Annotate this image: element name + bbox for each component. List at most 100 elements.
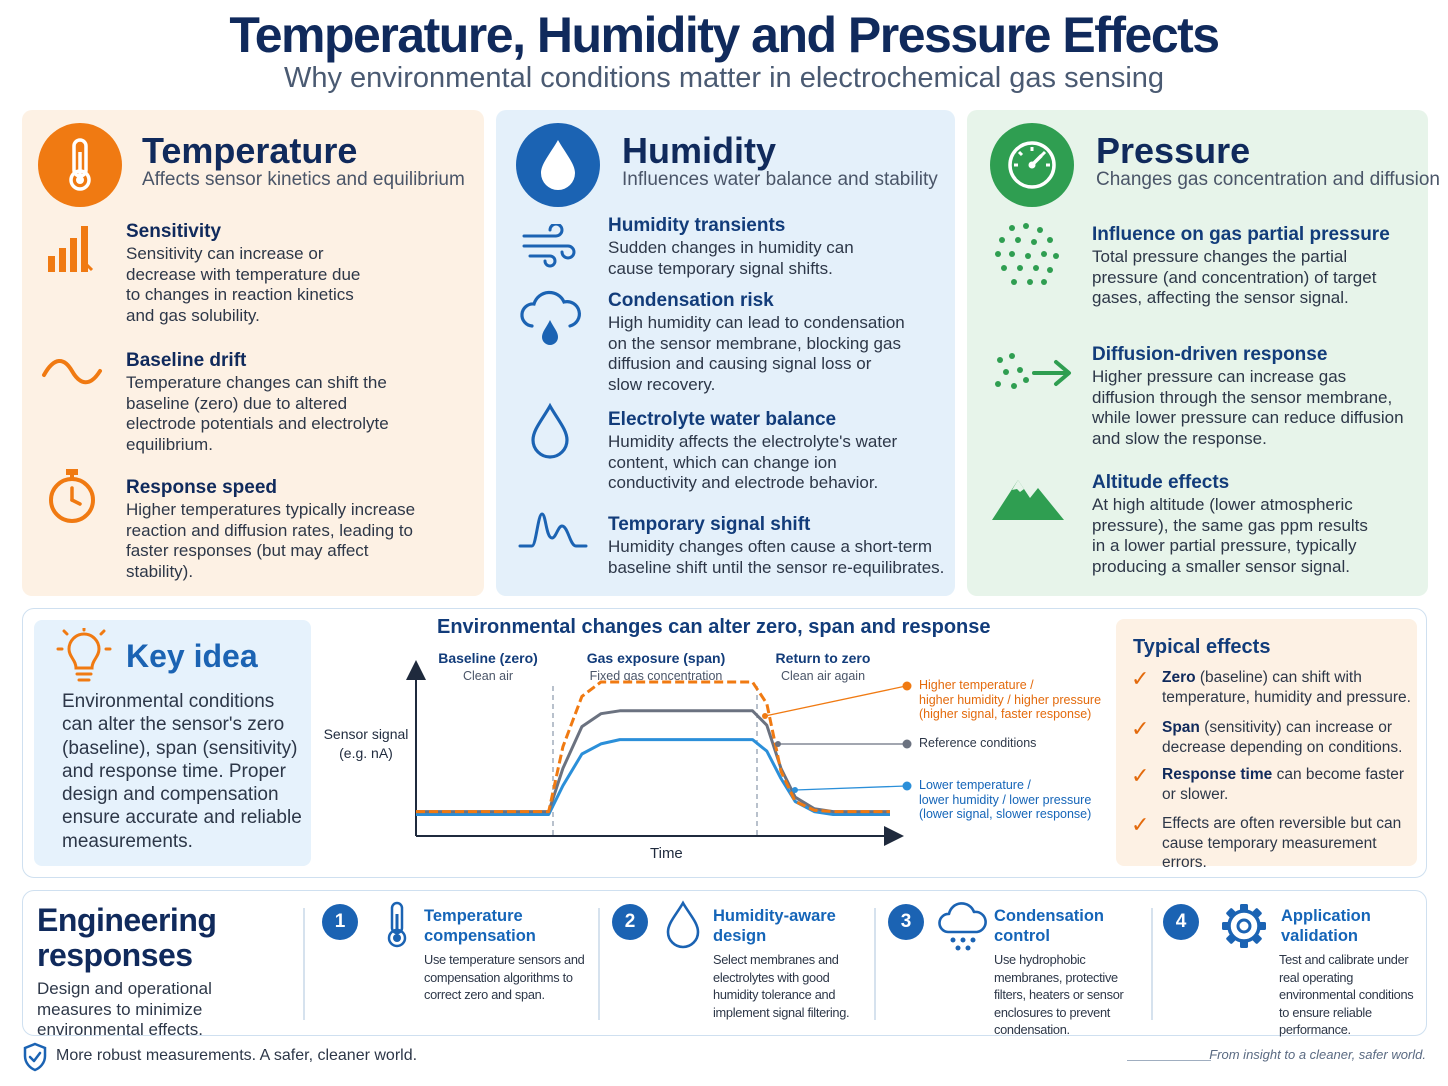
legend-leader [764,685,907,717]
legend-entry: Reference conditions [919,736,1037,750]
key-idea-box [34,620,311,866]
cloud-rain-icon [937,900,987,954]
phase-exposure-subtitle: Fixed gas concentration [589,669,723,683]
typical-effect-item: Zero (baseline) can shift with temperatu… [1162,669,1411,706]
humidity-subtitle: Influences water balance and stability [622,169,938,190]
check-icon: ✓ [1131,716,1150,741]
baseline-drift-title: Baseline drift [126,350,247,371]
chart-title: Environmental changes can alter zero, sp… [437,616,991,638]
water-drop-icon [516,123,600,207]
typical-effect-item: Span (sensitivity) can increase or decre… [1162,719,1403,756]
divider [598,908,600,1020]
series-line [416,738,890,816]
key-idea-body: Environmental conditions can alter the s… [62,691,302,852]
temperature-subtitle: Affects sensor kinetics and equilibrium [142,169,465,190]
gauge-icon [990,123,1074,207]
diffusion-response-body: Higher pressure can increase gas diffusi… [1092,367,1404,448]
divider [303,908,305,1020]
footer-tagline: More robust measurements. A safer, clean… [56,1047,418,1064]
legend-leader [794,785,907,791]
drop-outline-icon [526,402,574,462]
diffusion-arrow-icon [992,350,1074,396]
baseline-drift-body: Temperature changes can shift the baseli… [126,373,389,454]
lightbulb-icon [56,628,112,686]
divider [1151,908,1153,1020]
wind-icon [520,224,578,270]
step-2-body: Select membranes and electrolytes with g… [713,952,850,1020]
phase-baseline-subtitle: Clean air [462,669,514,683]
legend-anchor [792,787,798,793]
humidity-title: Humidity [622,130,777,171]
temporary-shift-body: Humidity changes often cause a short-ter… [608,537,945,577]
typical-effects-box [1116,619,1417,866]
diffusion-response-title: Diffusion-driven response [1092,344,1328,365]
footer-divider [1127,1060,1211,1061]
step-number-3: 3 [888,904,924,940]
legend-entry: Lower temperature / lower humidity / lowe… [919,778,1092,821]
temperature-title: Temperature [142,130,358,171]
legend-anchor [775,741,781,747]
gear-icon [1219,901,1269,951]
phase-return-title: Return to zero [775,650,871,666]
series-line [416,680,890,814]
step-number-4: 4 [1163,904,1199,940]
thermometer-icon [380,900,414,950]
wave-icon [40,355,104,389]
legend-anchor [762,713,768,719]
step-number-1: 1 [322,904,358,940]
check-icon: ✓ [1131,812,1150,837]
partial-pressure-title: Influence on gas partial pressure [1092,224,1390,245]
typical-effect-item: Response time can become faster or slowe… [1162,766,1405,803]
footer-slogan: From insight to a cleaner, safer world. [1209,1047,1426,1062]
altitude-body: At high altitude (lower atmospheric pres… [1092,495,1368,576]
phase-baseline-title: Baseline (zero) [438,650,538,666]
step-4-title: Application validation [1281,907,1371,945]
sensitivity-body: Sensitivity can increase or decrease wit… [126,244,361,325]
typical-effect-item: Effects are often reversible but can cau… [1162,815,1402,871]
response-speed-body: Higher temperatures typically increase r… [126,500,416,581]
stopwatch-icon [44,466,100,526]
step-1-body: Use temperature sensors and compensation… [424,952,585,1002]
x-axis-label: Time [650,845,683,862]
step-4-body: Test and calibrate under real operating … [1279,952,1414,1037]
humidity-transients-title: Humidity transients [608,215,786,236]
engineering-subtitle: Design and operational measures to minim… [37,979,212,1039]
condensation-risk-title: Condensation risk [608,290,774,311]
cloud-drop-icon [518,290,582,348]
legend-marker [902,681,912,691]
check-icon: ✓ [1131,763,1150,788]
altitude-title: Altitude effects [1092,472,1230,493]
page-title: Temperature, Humidity and Pressure Effec… [229,7,1220,63]
temporary-shift-title: Temporary signal shift [608,514,811,535]
phase-exposure-title: Gas exposure (span) [586,650,726,666]
divider [874,908,876,1020]
response-speed-title: Response speed [126,477,277,498]
pressure-title: Pressure [1096,130,1251,171]
series-line [416,709,890,814]
legend-marker [902,739,912,749]
engineering-title: Engineering responses [37,902,217,973]
legend-entry: Higher temperature / higher humidity / hi… [919,678,1102,721]
y-axis-label: Sensor signal (e.g. nA) [323,726,409,761]
partial-pressure-body: Total pressure changes the partial press… [1092,247,1377,307]
sensitivity-title: Sensitivity [126,221,222,242]
condensation-risk-body: High humidity can lead to condensation o… [608,313,905,394]
typical-effects-title: Typical effects [1133,636,1271,658]
thermometer-icon [38,123,122,207]
legend-marker [902,781,912,791]
phase-return-subtitle: Clean air again [780,669,866,683]
electrolyte-body: Humidity affects the electrolyte's water… [608,432,898,492]
page-subtitle: Why environmental conditions matter in e… [283,62,1165,94]
signal-wave-icon [516,508,590,552]
mountain-icon [990,470,1066,524]
electrolyte-title: Electrolyte water balance [608,409,837,430]
step-3-body: Use hydrophobic membranes, protective fi… [994,952,1124,1037]
bar-chart-icon [44,222,96,274]
step-2-title: Humidity-aware design [713,907,836,945]
shield-check-icon [22,1042,48,1072]
check-icon: ✓ [1131,666,1150,691]
step-number-2: 2 [612,904,648,940]
step-3-title: Condensation control [994,907,1104,945]
water-drop-icon [664,900,702,950]
